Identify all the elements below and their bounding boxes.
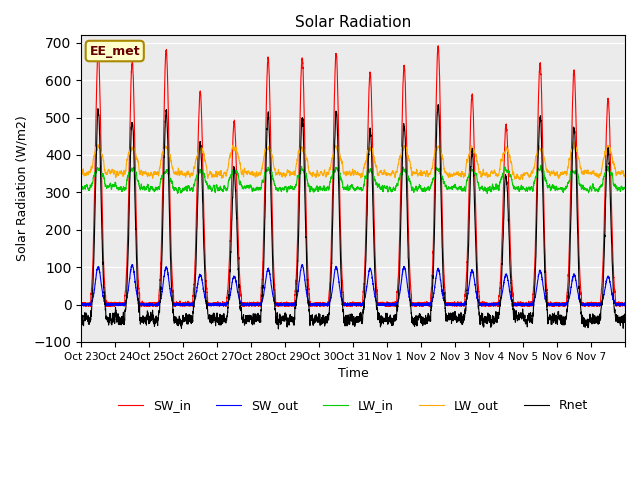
SW_in bbox=[529, 291, 537, 297]
LW_out bbox=[543, 167, 551, 172]
LW_in bbox=[543, 182, 551, 188]
SW_in bbox=[621, 301, 629, 307]
Rnet bbox=[373, 305, 381, 311]
LW_out bbox=[502, 146, 510, 152]
Y-axis label: Solar Radiation (W/m2): Solar Radiation (W/m2) bbox=[15, 116, 28, 262]
SW_out bbox=[403, 275, 410, 281]
Rnet bbox=[621, 311, 629, 317]
SW_in bbox=[77, 302, 85, 308]
LW_out bbox=[190, 164, 198, 170]
SW_in bbox=[87, 303, 95, 309]
Line: SW_out: SW_out bbox=[81, 264, 625, 306]
SW_in bbox=[543, 290, 551, 296]
SW_out bbox=[77, 301, 85, 307]
SW_in bbox=[190, 282, 198, 288]
LW_in bbox=[77, 185, 85, 191]
Line: Rnet: Rnet bbox=[81, 105, 625, 329]
Rnet bbox=[77, 316, 85, 322]
Text: EE_met: EE_met bbox=[90, 45, 140, 58]
LW_in bbox=[621, 185, 629, 191]
LW_in bbox=[537, 162, 545, 168]
Rnet bbox=[529, 313, 537, 319]
LW_in bbox=[502, 168, 510, 174]
LW_in bbox=[483, 191, 491, 196]
SW_out bbox=[621, 300, 629, 306]
LW_in bbox=[373, 181, 381, 187]
SW_out bbox=[298, 262, 306, 267]
LW_out bbox=[529, 169, 537, 175]
LW_in bbox=[529, 187, 537, 193]
X-axis label: Time: Time bbox=[338, 367, 369, 380]
Rnet bbox=[543, 307, 551, 312]
LW_out bbox=[570, 139, 578, 145]
SW_out bbox=[516, 303, 524, 309]
SW_out bbox=[502, 273, 510, 278]
SW_in bbox=[403, 131, 410, 136]
Legend: SW_in, SW_out, LW_in, LW_out, Rnet: SW_in, SW_out, LW_in, LW_out, Rnet bbox=[113, 394, 593, 417]
Rnet bbox=[190, 303, 198, 309]
Title: Solar Radiation: Solar Radiation bbox=[295, 15, 412, 30]
SW_out bbox=[543, 300, 551, 305]
LW_out bbox=[77, 170, 85, 176]
LW_in bbox=[190, 183, 198, 189]
SW_in bbox=[373, 291, 381, 297]
Line: SW_in: SW_in bbox=[81, 46, 625, 306]
SW_out bbox=[529, 300, 537, 305]
Rnet bbox=[435, 102, 442, 108]
LW_out bbox=[516, 177, 524, 182]
Line: LW_out: LW_out bbox=[81, 142, 625, 180]
LW_in bbox=[403, 168, 410, 174]
SW_in bbox=[435, 43, 442, 48]
LW_out bbox=[403, 146, 410, 152]
Line: LW_in: LW_in bbox=[81, 165, 625, 193]
SW_out bbox=[373, 300, 381, 305]
Rnet bbox=[403, 179, 410, 185]
Rnet bbox=[275, 326, 282, 332]
Rnet bbox=[502, 174, 510, 180]
SW_out bbox=[190, 299, 198, 304]
LW_out bbox=[373, 169, 381, 175]
LW_out bbox=[621, 174, 629, 180]
SW_in bbox=[502, 121, 510, 127]
